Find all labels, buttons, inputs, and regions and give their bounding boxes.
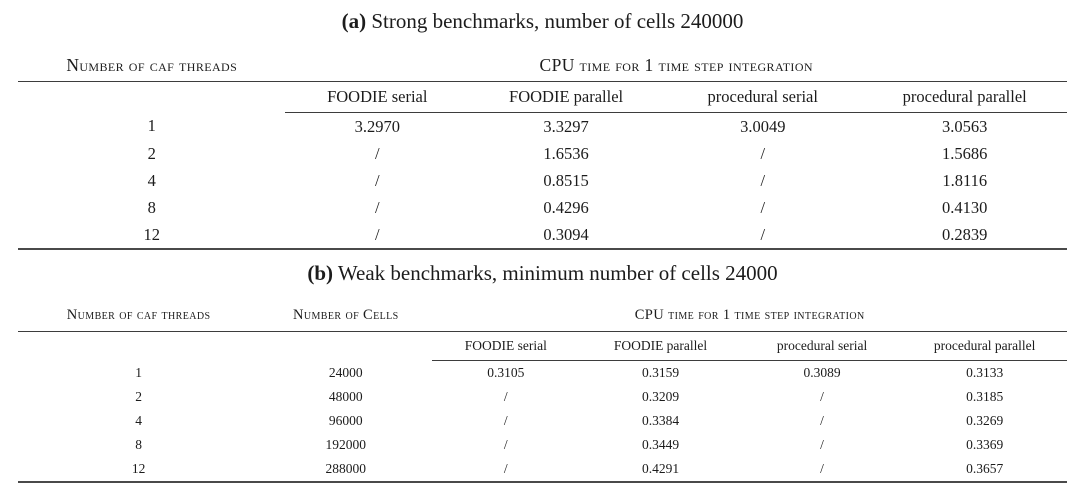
table-cell: 192000 bbox=[325, 437, 367, 452]
table-cell: / bbox=[374, 197, 380, 217]
table-row: 2 48000 / 0.3209 / 0.3185 bbox=[18, 385, 1067, 409]
table-row: 2 / 1.6536 / 1.5686 bbox=[18, 140, 1067, 167]
table-a-subheader-row: FOODIE serial FOODIE parallel procedural… bbox=[18, 81, 1067, 113]
table-row: 1 24000 0.3105 0.3159 0.3089 0.3133 bbox=[18, 361, 1067, 386]
column-header-number-of-cells: Number of Cells bbox=[259, 300, 433, 332]
table-a-strong-benchmarks: Number of caf threads CPU time for 1 tim… bbox=[18, 49, 1067, 250]
table-b-body: 1 24000 0.3105 0.3159 0.3089 0.3133 2 48000 / 0.3… bbox=[18, 361, 1067, 483]
table-cell: 4 bbox=[147, 170, 156, 190]
column-header-caf-threads: Number of caf threads bbox=[18, 300, 260, 332]
column-header-procedural-serial: procedural serial bbox=[663, 81, 863, 113]
column-header-procedural-parallel: procedural parallel bbox=[862, 81, 1067, 113]
table-cell: / bbox=[820, 413, 824, 428]
table-cell: / bbox=[374, 170, 380, 190]
table-cell: / bbox=[760, 197, 766, 217]
table-cell: 0.3449 bbox=[641, 437, 680, 452]
empty-header-cell bbox=[18, 82, 285, 113]
table-cell: 3.0563 bbox=[942, 116, 988, 136]
table-row: 4 / 0.8515 / 1.8116 bbox=[18, 167, 1067, 194]
table-a-caption-label: (a) bbox=[341, 9, 367, 33]
table-cell: / bbox=[503, 389, 508, 404]
table-cell: 0.3133 bbox=[966, 365, 1004, 380]
table-cell: / bbox=[374, 143, 380, 163]
table-cell: 1.5686 bbox=[942, 143, 988, 163]
table-cell: 0.3105 bbox=[487, 365, 525, 380]
table-cell: 1 bbox=[135, 364, 142, 380]
table-cell: 0.4296 bbox=[543, 197, 589, 217]
table-cell: / bbox=[374, 224, 380, 244]
table-cell: / bbox=[820, 461, 824, 476]
table-a-body: 1 3.2970 3.3297 3.0049 3.0563 2 / 1.6536 / 1.5686… bbox=[18, 113, 1067, 250]
empty-header-cell bbox=[18, 332, 259, 361]
table-cell: 8 bbox=[147, 197, 156, 217]
table-a-caption-text: Strong benchmarks, number of cells 24000… bbox=[371, 9, 744, 33]
table-b-group-header-row: Number of caf threads Number of Cells CP… bbox=[18, 300, 1067, 332]
table-cell: 0.3384 bbox=[641, 413, 680, 428]
column-header-cpu-time: CPU time for 1 time step integration bbox=[432, 300, 1067, 332]
table-b-header: Number of caf threads Number of Cells CP… bbox=[18, 300, 1067, 361]
table-cell: 0.2839 bbox=[942, 224, 988, 244]
table-b-caption-text: Weak benchmarks, minimum number of cells… bbox=[337, 261, 778, 285]
column-header-caf-threads: Number of caf threads bbox=[18, 49, 286, 82]
table-row: 8 192000 / 0.3449 / 0.3369 bbox=[18, 433, 1067, 457]
table-cell: / bbox=[760, 170, 766, 190]
table-cell: / bbox=[760, 224, 766, 244]
column-header-foodie-parallel: FOODIE parallel bbox=[469, 81, 664, 113]
table-b-weak-benchmarks: Number of caf threads Number of Cells CP… bbox=[18, 300, 1067, 483]
table-cell: 12 bbox=[143, 224, 160, 244]
table-cell: 3.0049 bbox=[740, 116, 786, 136]
column-header-procedural-serial: procedural serial bbox=[741, 331, 903, 361]
table-cell: 0.3089 bbox=[803, 365, 841, 380]
table-row: 12 288000 / 0.4291 / 0.3657 bbox=[18, 457, 1067, 482]
table-cell: 0.3159 bbox=[641, 365, 680, 380]
table-row: 12 / 0.3094 / 0.2839 bbox=[18, 221, 1067, 249]
table-cell: / bbox=[503, 413, 508, 428]
document-page: (a) Strong benchmarks, number of cells 2… bbox=[0, 7, 1085, 483]
table-cell: 1.6536 bbox=[543, 143, 589, 163]
table-cell: 2 bbox=[147, 143, 156, 163]
table-a-caption: (a) Strong benchmarks, number of cells 2… bbox=[18, 7, 1067, 35]
column-header-procedural-parallel: procedural parallel bbox=[902, 331, 1067, 361]
column-header-foodie-serial: FOODIE serial bbox=[432, 331, 580, 361]
table-cell: 3.2970 bbox=[354, 116, 400, 136]
table-cell: / bbox=[820, 437, 824, 452]
column-header-foodie-parallel: FOODIE parallel bbox=[579, 331, 742, 361]
table-cell: 0.4291 bbox=[641, 461, 680, 476]
table-cell: 24000 bbox=[328, 364, 363, 380]
table-row: 4 96000 / 0.3384 / 0.3269 bbox=[18, 409, 1067, 433]
table-cell: 1.8116 bbox=[942, 170, 988, 190]
table-row: 8 / 0.4296 / 0.4130 bbox=[18, 194, 1067, 221]
table-a-header: Number of caf threads CPU time for 1 tim… bbox=[18, 49, 1067, 113]
column-header-foodie-serial: FOODIE serial bbox=[285, 81, 470, 113]
table-cell: 0.4130 bbox=[942, 197, 988, 217]
table-cell: / bbox=[503, 437, 508, 452]
table-cell: 0.3094 bbox=[543, 224, 589, 244]
table-cell: 8 bbox=[135, 437, 142, 452]
table-row: 1 3.2970 3.3297 3.0049 3.0563 bbox=[18, 113, 1067, 141]
empty-header-cell bbox=[259, 332, 432, 361]
column-header-cpu-time: CPU time for 1 time step integration bbox=[285, 49, 1067, 82]
table-cell: 0.3209 bbox=[641, 389, 680, 404]
table-b-subheader-row: FOODIE serial FOODIE parallel procedural… bbox=[18, 331, 1067, 361]
table-cell: 12 bbox=[131, 461, 146, 476]
table-cell: 0.3369 bbox=[966, 437, 1004, 452]
table-cell: 0.3185 bbox=[966, 389, 1004, 404]
table-cell: / bbox=[760, 143, 766, 163]
table-cell: 4 bbox=[135, 413, 142, 428]
table-cell: 3.3297 bbox=[543, 116, 589, 136]
table-cell: 96000 bbox=[328, 413, 363, 428]
table-cell: / bbox=[503, 461, 508, 476]
table-cell: 0.8515 bbox=[543, 170, 589, 190]
table-cell: / bbox=[820, 389, 824, 404]
table-cell: 1 bbox=[147, 116, 156, 136]
table-cell: 0.3657 bbox=[966, 461, 1004, 476]
table-b-caption: (b) Weak benchmarks, minimum number of c… bbox=[18, 259, 1067, 287]
table-cell: 2 bbox=[135, 389, 142, 404]
table-cell: 48000 bbox=[328, 389, 363, 404]
table-cell: 0.3269 bbox=[966, 413, 1004, 428]
table-a-group-header-row: Number of caf threads CPU time for 1 tim… bbox=[18, 49, 1067, 82]
table-cell: 288000 bbox=[325, 461, 367, 476]
table-b-caption-label: (b) bbox=[307, 261, 333, 285]
